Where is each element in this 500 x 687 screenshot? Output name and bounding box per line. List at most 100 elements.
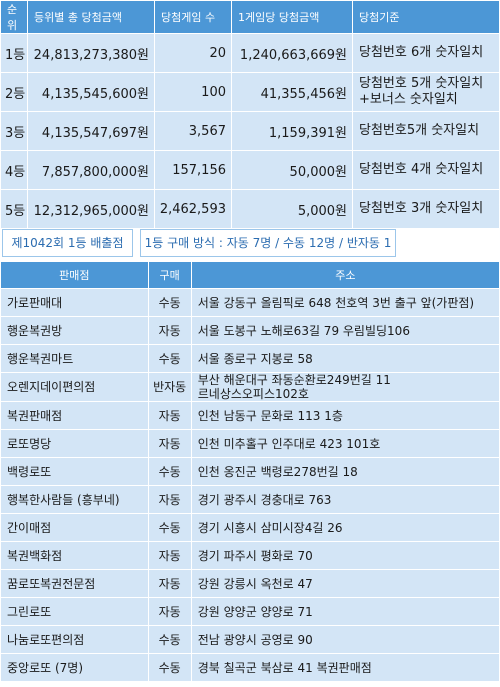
address-cell: 인천 미추홀구 인주대로 423 101호	[191, 430, 499, 457]
address-cell: 서울 종로구 지봉로 58	[191, 345, 499, 372]
criteria-text: 당첨번호 5개 숫자일치	[359, 76, 484, 91]
store-header-row: 판매점 구매 주소	[1, 262, 499, 288]
purchase-type-cell: 수동	[148, 345, 191, 372]
criteria-cell: 당첨번호 4개 숫자일치	[353, 151, 499, 189]
total-amount-cell: 12,312,965,000원	[28, 190, 154, 228]
criteria-text: 당첨번호 6개 숫자일치	[359, 45, 484, 60]
store-name-header: 판매점	[1, 262, 148, 288]
total-amount-cell: 4,135,547,697원	[28, 112, 154, 150]
total-amount-cell: 4,135,545,600원	[28, 73, 154, 111]
address-text: 부산 해운대구 좌동순환로249번길 11	[197, 373, 391, 387]
purchase-type-cell: 자동	[148, 542, 191, 569]
store-row: 로또명당 자동 인천 미추홀구 인주대로 423 101호	[1, 430, 499, 457]
tab-first-prize-stores[interactable]: 제1042회 1등 배출점	[2, 229, 133, 257]
prize-row: 1등 24,813,273,380원 20 1,240,663,669원 당첨번…	[1, 34, 499, 72]
store-row: 그린로또 자동 강원 양양군 양양로 71	[1, 598, 499, 625]
purchase-type-cell: 자동	[148, 598, 191, 625]
store-name-cell: 꿈로또복권전문점	[1, 570, 148, 597]
store-name-cell: 행운복권방	[1, 317, 148, 344]
total-amount-cell: 24,813,273,380원	[28, 34, 154, 72]
address-cell: 경북 칠곡군 북삼로 41 복권판매점	[191, 654, 499, 681]
rank-header: 순위	[1, 1, 27, 33]
store-row: 꿈로또복권전문점 자동 강원 강릉시 옥천로 47	[1, 570, 499, 597]
store-row: 복권판매점 자동 인천 남동구 문화로 113 1층	[1, 402, 499, 429]
address-header: 주소	[191, 262, 499, 288]
store-name-cell: 복권백화점	[1, 542, 148, 569]
address-text: 경기 시흥시 삼미시장4길 26	[197, 520, 343, 535]
store-row: 복권백화점 자동 경기 파주시 평화로 70	[1, 542, 499, 569]
winning-games-cell: 157,156	[155, 151, 231, 189]
store-name-cell: 오렌지데이편의점	[1, 373, 148, 401]
store-row: 백령로또 수동 인천 옹진군 백령로278번길 18	[1, 458, 499, 485]
criteria-text: 당첨번호5개 숫자일치	[359, 123, 480, 138]
prize-table: 순위 등위별 총 당첨금액 당첨게임 수 1게임당 당첨금액 당첨기준 1등 2…	[0, 0, 500, 229]
address-cell: 강원 강릉시 옥천로 47	[191, 570, 499, 597]
store-name-cell: 그린로또	[1, 598, 148, 625]
rank-cell: 2등	[1, 73, 27, 111]
address-text: 강원 강릉시 옥천로 47	[197, 576, 313, 591]
per-game-amount-cell: 1,240,663,669원	[232, 34, 352, 72]
address-cell: 서울 강동구 올림픽로 648 천호역 3번 출구 앞(가판점)	[191, 289, 499, 316]
store-row: 중앙로또 (7명) 수동 경북 칠곡군 북삼로 41 복권판매점	[1, 654, 499, 681]
purchase-type-cell: 자동	[148, 570, 191, 597]
store-name-cell: 행운복권마트	[1, 345, 148, 372]
purchase-type-header: 구매	[148, 262, 191, 288]
criteria-cell: 당첨번호 5개 숫자일치 +보너스 숫자일치	[353, 73, 499, 111]
total-amount-cell: 7,857,800,000원	[28, 151, 154, 189]
purchase-type-cell: 수동	[148, 626, 191, 653]
criteria-header: 당첨기준	[353, 1, 499, 33]
address-text: 경기 파주시 평화로 70	[197, 548, 313, 563]
tab-purchase-method[interactable]: 1등 구매 방식 : 자동 7명 / 수동 12명 / 반자동 1명	[140, 229, 396, 276]
purchase-type-cell: 수동	[148, 514, 191, 541]
store-name-cell: 중앙로또 (7명)	[1, 654, 148, 681]
store-row: 행복한사람들 (흥부네) 자동 경기 광주시 경충대로 763	[1, 486, 499, 513]
address-text: 인천 옹진군 백령로278번길 18	[197, 464, 358, 479]
winning-games-cell: 100	[155, 73, 231, 111]
address-text: 르네상스오피스102호	[197, 387, 309, 401]
per-game-amount-cell: 1,159,391원	[232, 112, 352, 150]
address-text: 인천 미추홀구 인주대로 423 101호	[197, 436, 381, 451]
address-text: 서울 도봉구 노해로63길 79 우림빌딩106	[197, 323, 410, 338]
store-name-cell: 가로판매대	[1, 289, 148, 316]
address-cell: 경기 파주시 평화로 70	[191, 542, 499, 569]
address-text: 서울 종로구 지봉로 58	[197, 351, 313, 366]
rank-cell: 4등	[1, 151, 27, 189]
address-text: 서울 강동구 올림픽로 648 천호역 3번 출구 앞(가판점)	[197, 295, 475, 310]
prize-header-row: 순위 등위별 총 당첨금액 당첨게임 수 1게임당 당첨금액 당첨기준	[1, 1, 499, 33]
store-row: 가로판매대 수동 서울 강동구 올림픽로 648 천호역 3번 출구 앞(가판점…	[1, 289, 499, 316]
criteria-cell: 당첨번호 3개 숫자일치	[353, 190, 499, 228]
store-name-cell: 백령로또	[1, 458, 148, 485]
address-text: 전남 광양시 공영로 90	[197, 632, 313, 647]
per-game-amount-header: 1게임당 당첨금액	[232, 1, 352, 33]
store-name-cell: 간이매점	[1, 514, 148, 541]
purchase-type-cell: 자동	[148, 486, 191, 513]
criteria-cell: 당첨번호 6개 숫자일치	[353, 34, 499, 72]
prize-row: 3등 4,135,547,697원 3,567 1,159,391원 당첨번호5…	[1, 112, 499, 150]
address-cell: 경기 시흥시 삼미시장4길 26	[191, 514, 499, 541]
store-name-cell: 복권판매점	[1, 402, 148, 429]
winning-games-header: 당첨게임 수	[155, 1, 231, 33]
prize-row: 4등 7,857,800,000원 157,156 50,000원 당첨번호 4…	[1, 151, 499, 189]
store-name-cell: 로또명당	[1, 430, 148, 457]
purchase-type-cell: 자동	[148, 317, 191, 344]
winning-games-cell: 2,462,593	[155, 190, 231, 228]
address-cell: 부산 해운대구 좌동순환로249번길 11 르네상스오피스102호	[191, 373, 499, 401]
address-text: 강원 양양군 양양로 71	[197, 604, 313, 619]
address-cell: 서울 도봉구 노해로63길 79 우림빌딩106	[191, 317, 499, 344]
winning-games-cell: 20	[155, 34, 231, 72]
address-cell: 인천 남동구 문화로 113 1층	[191, 402, 499, 429]
tab-bar: 제1042회 1등 배출점 1등 구매 방식 : 자동 7명 / 수동 12명 …	[0, 229, 500, 276]
store-name-cell: 나눔로또편의점	[1, 626, 148, 653]
criteria-text: +보너스 숫자일치	[359, 92, 458, 107]
store-row: 나눔로또편의점 수동 전남 광양시 공영로 90	[1, 626, 499, 653]
purchase-type-cell: 자동	[148, 430, 191, 457]
address-text: 경북 칠곡군 북삼로 41 복권판매점	[197, 660, 372, 675]
purchase-type-cell: 수동	[148, 458, 191, 485]
prize-row: 5등 12,312,965,000원 2,462,593 5,000원 당첨번호…	[1, 190, 499, 228]
purchase-type-cell: 자동	[148, 402, 191, 429]
address-text: 경기 광주시 경충대로 763	[197, 492, 332, 507]
per-game-amount-cell: 41,355,456원	[232, 73, 352, 111]
address-cell: 전남 광양시 공영로 90	[191, 626, 499, 653]
prize-row: 2등 4,135,545,600원 100 41,355,456원 당첨번호 5…	[1, 73, 499, 111]
address-cell: 경기 광주시 경충대로 763	[191, 486, 499, 513]
